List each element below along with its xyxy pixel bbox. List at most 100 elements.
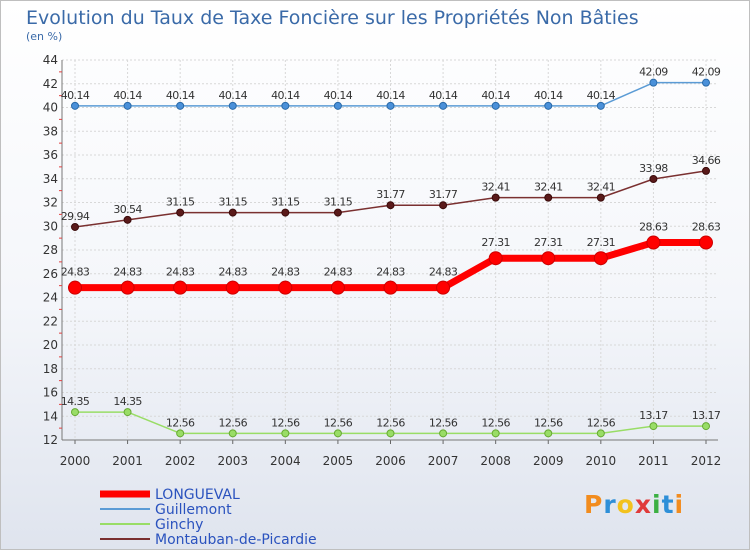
data-point-ginchy	[71, 408, 79, 417]
data-label-montauban: 31.77	[376, 188, 405, 201]
legend-label-ginchy: Ginchy	[155, 517, 203, 533]
data-point-guillemont	[71, 101, 79, 110]
data-point-guillemont	[176, 101, 185, 110]
y-tick-label: 36	[43, 148, 58, 162]
data-label-longueval: 24.83	[376, 266, 405, 279]
data-label-ginchy: 12.56	[587, 416, 616, 429]
logo-letter: t	[661, 490, 675, 519]
data-point-montauban	[123, 215, 132, 224]
data-label-montauban: 29.94	[61, 210, 90, 223]
data-label-montauban: 32.41	[534, 181, 563, 194]
x-tick-label: 2004	[270, 454, 301, 468]
data-point-longueval	[68, 280, 82, 295]
legend-label-longueval: LONGUEVAL	[155, 487, 240, 503]
chart-title: Evolution du Taux de Taxe Foncière sur l…	[26, 7, 639, 29]
x-tick-label: 2002	[165, 454, 196, 468]
x-tick-label: 2009	[533, 454, 564, 468]
x-tick-label: 2000	[60, 454, 91, 468]
data-point-ginchy	[333, 429, 342, 438]
legend-label-guillemont: Guillemont	[155, 502, 232, 518]
data-label-longueval: 24.83	[61, 266, 90, 279]
data-label-longueval: 24.83	[429, 266, 458, 279]
data-point-guillemont	[439, 101, 448, 110]
data-label-ginchy: 12.56	[481, 416, 510, 429]
data-label-montauban: 31.15	[324, 196, 353, 209]
data-point-montauban	[491, 193, 500, 202]
data-label-montauban: 33.98	[639, 162, 668, 175]
y-tick-label: 32	[43, 196, 58, 210]
data-point-ginchy	[386, 429, 395, 438]
data-label-longueval: 24.83	[166, 266, 195, 279]
data-point-ginchy	[596, 429, 605, 438]
data-point-guillemont	[702, 78, 710, 87]
data-point-montauban	[281, 208, 290, 217]
grid-lines	[62, 59, 718, 441]
data-point-montauban	[333, 208, 342, 217]
y-tick-label: 38	[43, 124, 58, 138]
data-label-montauban: 31.15	[219, 196, 248, 209]
data-label-guillemont: 40.14	[166, 89, 195, 102]
data-label-longueval: 24.83	[113, 266, 142, 279]
data-label-longueval: 24.83	[324, 266, 353, 279]
data-label-ginchy: 12.56	[219, 416, 248, 429]
axes: 12 14 16 18 20 22 24 26 28 30 32 34 36 38 40 42 44 2000 20…	[43, 53, 722, 468]
data-label-ginchy: 12.56	[271, 416, 300, 429]
x-tick-label: 2010	[586, 454, 617, 468]
data-label-montauban: 31.77	[429, 188, 458, 201]
data-point-ginchy	[491, 429, 500, 438]
data-label-longueval: 24.83	[219, 266, 248, 279]
data-point-ginchy	[176, 429, 185, 438]
data-point-longueval	[699, 235, 713, 250]
data-point-guillemont	[596, 101, 605, 110]
data-point-guillemont	[386, 101, 395, 110]
data-point-longueval	[541, 251, 556, 266]
data-point-longueval	[173, 280, 188, 295]
y-tick-label: 44	[43, 53, 58, 67]
data-label-guillemont: 40.14	[219, 89, 248, 102]
data-label-ginchy: 14.35	[113, 395, 142, 408]
y-tick-label: 14	[43, 409, 58, 423]
data-label-montauban: 34.66	[692, 154, 721, 167]
y-tick-label: 40	[43, 101, 58, 115]
data-point-longueval	[646, 235, 661, 250]
y-tick-label: 24	[43, 291, 58, 305]
data-point-montauban	[702, 166, 710, 175]
data-label-longueval: 27.31	[481, 236, 510, 249]
data-label-guillemont: 40.14	[113, 89, 142, 102]
y-tick-label: 20	[43, 338, 58, 352]
data-point-ginchy	[649, 422, 658, 431]
y-tick-label: 30	[43, 219, 58, 233]
data-label-guillemont: 40.14	[534, 89, 563, 102]
data-label-longueval: 27.31	[534, 236, 563, 249]
data-point-guillemont	[281, 101, 290, 110]
data-label-ginchy: 12.56	[376, 416, 405, 429]
data-label-montauban: 30.54	[113, 203, 142, 216]
x-tick-label: 2003	[217, 454, 248, 468]
data-label-guillemont: 42.09	[692, 66, 721, 79]
data-label-ginchy: 14.35	[61, 395, 90, 408]
y-tick-label: 26	[43, 267, 58, 281]
data-label-ginchy: 13.17	[692, 409, 721, 422]
data-point-montauban	[596, 193, 605, 202]
logo-letter: i	[674, 490, 685, 519]
data-label-montauban: 32.41	[587, 181, 616, 194]
data-label-guillemont: 40.14	[61, 89, 90, 102]
data-label-ginchy: 12.56	[166, 416, 195, 429]
data-label-montauban: 31.15	[166, 196, 195, 209]
logo-letter: x	[634, 490, 652, 519]
x-tick-label: 2007	[428, 454, 459, 468]
data-label-longueval: 28.63	[692, 221, 721, 234]
x-tick-label: 2011	[638, 454, 669, 468]
logo-letter: r	[603, 490, 617, 519]
y-tick-label: 16	[43, 386, 58, 400]
data-label-ginchy: 12.56	[324, 416, 353, 429]
data-label-guillemont: 42.09	[639, 66, 668, 79]
x-tick-label: 2008	[480, 454, 511, 468]
data-point-montauban	[544, 193, 553, 202]
data-point-longueval	[225, 280, 240, 295]
data-label-guillemont: 40.14	[587, 89, 616, 102]
y-tick-label: 34	[43, 172, 58, 186]
logo-letter: i	[652, 490, 662, 519]
data-point-ginchy	[439, 429, 448, 438]
